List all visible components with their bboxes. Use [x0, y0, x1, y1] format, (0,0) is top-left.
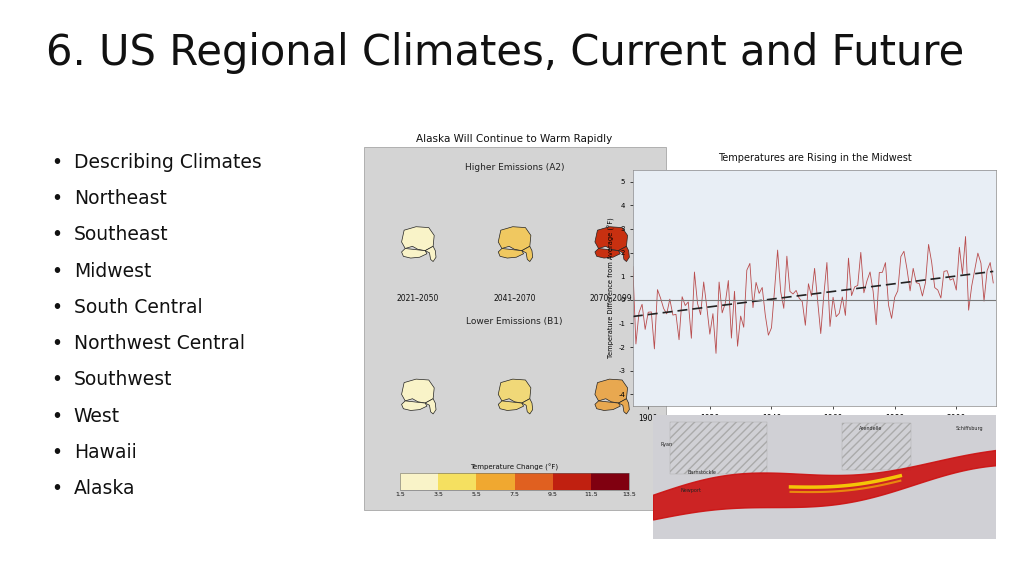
Y-axis label: Temperature Difference from Average (°F): Temperature Difference from Average (°F) [608, 218, 615, 358]
Text: Higher Emissions (A2): Higher Emissions (A2) [465, 163, 564, 172]
Text: •: • [51, 443, 62, 462]
Text: 2021–2050: 2021–2050 [396, 294, 439, 303]
Polygon shape [425, 399, 436, 414]
FancyBboxPatch shape [364, 147, 666, 510]
Bar [399, 473, 630, 490]
Text: Ryan: Ryan [660, 442, 673, 446]
Polygon shape [595, 248, 621, 258]
Bar [438, 473, 476, 490]
Polygon shape [401, 379, 434, 403]
Text: •: • [51, 479, 62, 498]
Text: Northwest Central: Northwest Central [74, 334, 245, 353]
Text: 9.5: 9.5 [548, 491, 558, 497]
Polygon shape [499, 379, 530, 403]
Text: Southeast: Southeast [74, 225, 168, 244]
Polygon shape [522, 399, 532, 414]
Bar [842, 423, 910, 471]
Text: 3.5: 3.5 [433, 491, 443, 497]
Polygon shape [401, 227, 434, 251]
Text: •: • [51, 189, 62, 208]
Polygon shape [522, 247, 532, 262]
Text: Midwest: Midwest [74, 262, 152, 281]
Text: •: • [51, 334, 62, 353]
Text: 2070–2099: 2070–2099 [590, 294, 633, 303]
Polygon shape [595, 401, 621, 411]
Polygon shape [653, 450, 996, 520]
Text: Northeast: Northeast [74, 189, 167, 208]
Polygon shape [618, 399, 630, 414]
Text: Schiffsburg: Schiffsburg [955, 426, 983, 431]
Polygon shape [595, 379, 628, 403]
Text: Hawaii: Hawaii [74, 443, 136, 462]
Polygon shape [401, 248, 427, 258]
Polygon shape [499, 248, 523, 258]
Text: Newport: Newport [681, 487, 701, 492]
Bar [553, 473, 591, 490]
Text: 7.5: 7.5 [510, 491, 519, 497]
Bar [514, 473, 553, 490]
Text: •: • [51, 370, 62, 389]
Text: Alaska: Alaska [74, 479, 135, 498]
Text: 5.5: 5.5 [471, 491, 481, 497]
Polygon shape [401, 401, 427, 411]
Text: Temperature Change (°F): Temperature Change (°F) [470, 464, 559, 471]
Text: Barnstockle: Barnstockle [688, 470, 717, 475]
Bar [399, 473, 438, 490]
Polygon shape [595, 227, 628, 251]
Text: 1.5: 1.5 [395, 491, 404, 497]
Text: •: • [51, 407, 62, 426]
Text: Temperatures are Rising in the Midwest: Temperatures are Rising in the Midwest [718, 153, 911, 163]
Bar [671, 422, 767, 474]
Text: Describing Climates: Describing Climates [74, 153, 261, 172]
Polygon shape [618, 247, 630, 262]
Text: •: • [51, 298, 62, 317]
Text: Alaska Will Continue to Warm Rapidly: Alaska Will Continue to Warm Rapidly [417, 134, 612, 144]
Bar [591, 473, 630, 490]
Text: 11.5: 11.5 [585, 491, 598, 497]
Polygon shape [425, 247, 436, 262]
Text: 13.5: 13.5 [623, 491, 636, 497]
Text: Southwest: Southwest [74, 370, 172, 389]
Text: Arendelle: Arendelle [859, 426, 883, 431]
Text: •: • [51, 225, 62, 244]
Text: •: • [51, 262, 62, 281]
Bar [476, 473, 514, 490]
Text: South Central: South Central [74, 298, 203, 317]
X-axis label: Year: Year [806, 426, 823, 434]
Text: West: West [74, 407, 120, 426]
Text: •: • [51, 153, 62, 172]
Polygon shape [499, 401, 523, 411]
Text: 2041–2070: 2041–2070 [494, 294, 536, 303]
Text: Lower Emissions (B1): Lower Emissions (B1) [466, 317, 563, 327]
Polygon shape [499, 227, 530, 251]
Text: 6. US Regional Climates, Current and Future: 6. US Regional Climates, Current and Fut… [46, 32, 965, 74]
